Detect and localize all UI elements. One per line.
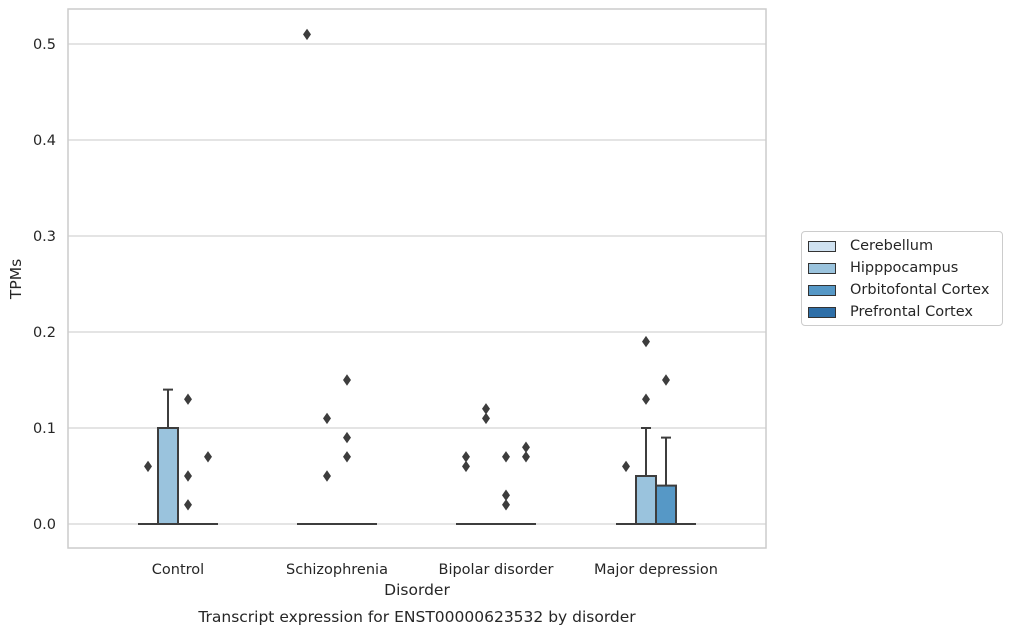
cerebellum-schizophrenia-outlier bbox=[303, 28, 311, 41]
legend-item-cerebellum: Cerebellum bbox=[808, 237, 933, 255]
prefrontal-cortex-bipolar-disorder-outlier bbox=[522, 441, 530, 453]
orbitofontal-cortex-major-depression-box bbox=[655, 484, 677, 526]
orbitofontal-cortex-bipolar-disorder-outlier bbox=[502, 451, 510, 463]
y-axis-label: TPMs bbox=[7, 259, 25, 300]
prefrontal-cortex-control-outlier bbox=[204, 451, 212, 463]
orbitofontal-cortex-schizophrenia-outlier bbox=[343, 431, 351, 444]
x-axis-label: Disorder bbox=[384, 581, 450, 599]
x-tick-label: Major depression bbox=[594, 562, 718, 578]
legend-label-hippocampus: Hipppocampus bbox=[850, 260, 959, 276]
y-tick-label: 0.4 bbox=[33, 133, 56, 149]
chart-caption: Transcript expression for ENST0000062353… bbox=[197, 608, 636, 626]
hipppocampus-major-depression-box bbox=[635, 475, 657, 525]
legend-label-orbitofrontal-cortex: Orbitofontal Cortex bbox=[850, 282, 990, 298]
orbitofontal-cortex-control-outlier bbox=[184, 470, 192, 482]
x-tick-label: Schizophrenia bbox=[286, 562, 388, 578]
legend-item-orbitofrontal-cortex: Orbitofontal Cortex bbox=[808, 281, 989, 299]
orbitofontal-cortex-major-depression-outlier bbox=[662, 374, 670, 386]
y-tick-label: 0.2 bbox=[33, 325, 56, 341]
hipppocampus-major-depression-outlier bbox=[642, 393, 650, 405]
orbitofontal-cortex-schizophrenia-outlier bbox=[343, 374, 351, 386]
hipppocampus-schizophrenia-outlier bbox=[323, 412, 331, 425]
y-tick-label: 0.5 bbox=[33, 37, 56, 53]
prefrontal-cortex-bipolar-disorder-outlier bbox=[522, 451, 530, 463]
hipppocampus-bipolar-disorder-outlier bbox=[482, 403, 490, 415]
legend-item-hippocampus: Hipppocampus bbox=[808, 259, 958, 277]
legend-label-prefrontal-cortex: Prefrontal Cortex bbox=[850, 304, 973, 320]
orbitofontal-cortex-schizophrenia-outlier bbox=[343, 451, 351, 463]
legend-swatch-orbitofrontal-cortex bbox=[808, 284, 836, 296]
hipppocampus-bipolar-disorder-outlier bbox=[482, 412, 490, 425]
hipppocampus-schizophrenia-outlier bbox=[323, 470, 331, 482]
hipppocampus-major-depression-outlier bbox=[642, 335, 650, 348]
legend-swatch-cerebellum bbox=[808, 240, 836, 252]
x-tick-label: Bipolar disorder bbox=[439, 562, 554, 578]
cerebellum-control-outlier bbox=[144, 460, 152, 473]
legend-swatch-hippocampus bbox=[808, 262, 836, 274]
legend: Cerebellum Hipppocampus Orbitofontal Cor… bbox=[801, 231, 1003, 326]
hipppocampus-control-box bbox=[157, 427, 179, 525]
cerebellum-major-depression-outlier bbox=[622, 460, 630, 473]
cerebellum-bipolar-disorder-outlier bbox=[462, 451, 470, 463]
legend-swatch-prefrontal-cortex bbox=[808, 306, 836, 318]
y-tick-label: 0.1 bbox=[33, 421, 56, 437]
legend-label-cerebellum: Cerebellum bbox=[850, 238, 934, 254]
legend-item-prefrontal-cortex: Prefrontal Cortex bbox=[808, 303, 973, 321]
orbitofontal-cortex-bipolar-disorder-outlier bbox=[502, 499, 510, 511]
y-tick-label: 0.0 bbox=[33, 517, 56, 533]
orbitofontal-cortex-bipolar-disorder-outlier bbox=[502, 489, 510, 501]
y-tick-label: 0.3 bbox=[33, 229, 56, 245]
orbitofontal-cortex-control-outlier bbox=[184, 499, 192, 511]
cerebellum-bipolar-disorder-outlier bbox=[462, 460, 470, 473]
x-tick-label: Control bbox=[152, 562, 204, 578]
plot-frame bbox=[67, 8, 767, 549]
orbitofontal-cortex-control-outlier bbox=[184, 393, 192, 405]
